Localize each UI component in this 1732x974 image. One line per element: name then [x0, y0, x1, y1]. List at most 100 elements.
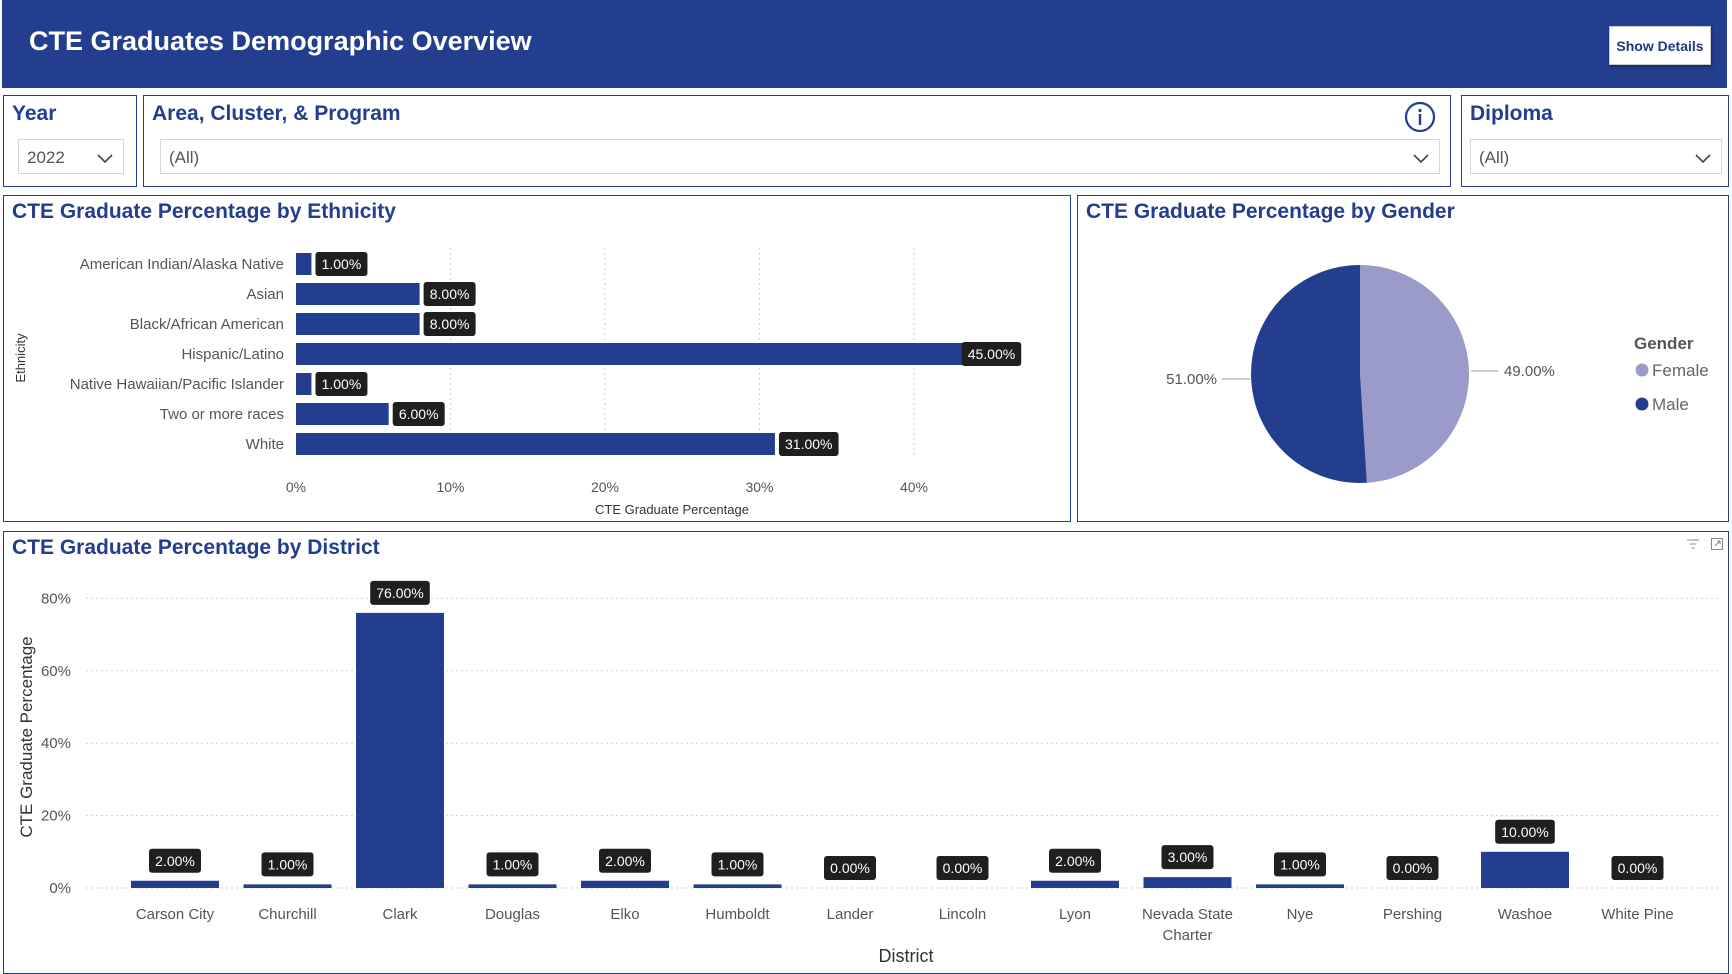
y-tick-label: 60%: [41, 663, 71, 680]
category-label: American Indian/Alaska Native: [80, 256, 284, 273]
diploma-dropdown[interactable]: (All): [1470, 139, 1722, 174]
data-label-bg: [936, 856, 989, 880]
x-tick-label: 20%: [591, 479, 619, 495]
category-label: Two or more races: [160, 406, 284, 423]
data-label: 1.00%: [493, 856, 533, 872]
district-chart-panel: CTE Graduate Percentage by District 0% 20…: [3, 531, 1729, 974]
bar: [1031, 880, 1119, 888]
data-label: 1.00%: [322, 376, 362, 392]
category-label: Lincoln: [939, 906, 987, 923]
ethnicity-chart-panel: CTE Graduate Percentage by Ethnicity 0% 1…: [3, 195, 1071, 522]
bar: [296, 403, 389, 425]
data-label-bg: [1495, 819, 1555, 844]
report-header: CTE Graduates Demographic Overview Show …: [2, 0, 1727, 88]
data-label-bg: [778, 432, 839, 456]
data-label: 2.00%: [155, 853, 195, 869]
legend-item: Male: [1652, 395, 1689, 414]
chevron-down-icon: [1413, 154, 1429, 164]
data-label-bg: [599, 848, 651, 873]
data-label-bg: [1386, 856, 1439, 880]
category-label: Humboldt: [705, 906, 770, 923]
bar: [131, 880, 219, 888]
bar: [581, 880, 669, 888]
data-label: 31.00%: [785, 436, 832, 452]
chevron-down-icon: [1695, 154, 1711, 164]
bar: [243, 884, 332, 888]
year-slicer: Year 2022: [3, 95, 137, 187]
data-label: 3.00%: [1168, 849, 1208, 865]
gender-chart-title: CTE Graduate Percentage by Gender: [1086, 200, 1455, 223]
bar: [1256, 884, 1344, 888]
x-tick-label: 40%: [900, 479, 928, 495]
bar: [1143, 877, 1232, 888]
bar: [296, 343, 992, 365]
diploma-dropdown-value: (All): [1479, 148, 1510, 167]
data-label: 0.00%: [830, 860, 870, 876]
program-slicer: Area, Cluster, & Program (All): [143, 95, 1451, 187]
district-bar-chart: 0% 20% 40% 60% 80% CTE Graduate Percentage Dis…: [17, 580, 1719, 966]
data-label: 0.00%: [1393, 860, 1433, 876]
year-dropdown-value: 2022: [27, 148, 65, 167]
x-axis-label: District: [879, 946, 934, 966]
chevron-down-icon: [97, 154, 113, 164]
data-label: 45.00%: [968, 346, 1015, 362]
x-tick-label: 0%: [286, 479, 306, 495]
gender-chart-panel: CTE Graduate Percentage by Gender 49.00%…: [1077, 195, 1729, 522]
program-slicer-label: Area, Cluster, & Program: [152, 102, 401, 125]
data-label-bg: [370, 580, 430, 605]
year-slicer-label: Year: [12, 102, 57, 125]
data-label: 2.00%: [605, 853, 645, 869]
category-label: Black/African American: [130, 316, 284, 333]
y-axis-label: Ethnicity: [13, 333, 28, 383]
y-tick-label: 80%: [41, 590, 71, 607]
year-dropdown[interactable]: 2022: [18, 139, 124, 174]
data-label: 1.00%: [718, 856, 758, 872]
data-label-bg: [423, 312, 476, 336]
category-label: Charter: [1162, 927, 1212, 944]
category-label: Native Hawaiian/Pacific Islander: [70, 376, 284, 393]
data-label: 1.00%: [322, 256, 362, 272]
pie-slice: [1250, 265, 1367, 483]
data-label: 76.00%: [376, 585, 423, 601]
data-label-bg: [711, 852, 764, 877]
bar: [296, 283, 420, 305]
gender-pie-chart: 49.00% 51.00% Gender Female Male: [1166, 265, 1709, 483]
data-label-bg: [1049, 848, 1101, 873]
data-label-bg: [1161, 845, 1214, 870]
legend-marker: [1635, 397, 1649, 411]
category-label: Nevada State: [1142, 906, 1233, 923]
category-label: Churchill: [258, 906, 316, 923]
data-label-bg: [315, 372, 368, 396]
category-label: Douglas: [485, 906, 540, 923]
category-label: White Pine: [1601, 906, 1674, 923]
filter-icon[interactable]: [1686, 538, 1700, 550]
data-label: 8.00%: [430, 286, 470, 302]
program-dropdown-value: (All): [169, 148, 200, 167]
diploma-slicer-label: Diploma: [1470, 102, 1553, 125]
category-label: Lyon: [1059, 906, 1091, 923]
y-axis-label: CTE Graduate Percentage: [17, 636, 36, 837]
legend-item: Female: [1652, 361, 1709, 380]
x-tick-label: 30%: [745, 479, 773, 495]
y-tick-label: 0%: [49, 880, 71, 897]
legend-title: Gender: [1634, 334, 1694, 353]
data-label: 10.00%: [1501, 824, 1548, 840]
info-icon[interactable]: [1404, 101, 1436, 133]
x-tick-label: 10%: [436, 479, 464, 495]
data-label: 0.00%: [943, 860, 983, 876]
bar: [693, 884, 782, 888]
program-dropdown[interactable]: (All): [160, 139, 1440, 174]
data-label-bg: [486, 852, 539, 877]
category-label: White: [246, 436, 284, 453]
category-label: Pershing: [1383, 906, 1442, 923]
ethnicity-chart-title: CTE Graduate Percentage by Ethnicity: [12, 200, 396, 223]
category-label: Asian: [246, 286, 284, 303]
bar: [356, 612, 444, 888]
show-details-button[interactable]: Show Details: [1609, 26, 1711, 65]
data-label-bg: [1274, 852, 1326, 877]
district-chart-title: CTE Graduate Percentage by District: [12, 536, 380, 559]
focus-mode-icon[interactable]: [1710, 537, 1724, 551]
data-label-bg: [423, 282, 476, 306]
y-tick-label: 40%: [41, 735, 71, 752]
bar: [296, 433, 775, 455]
